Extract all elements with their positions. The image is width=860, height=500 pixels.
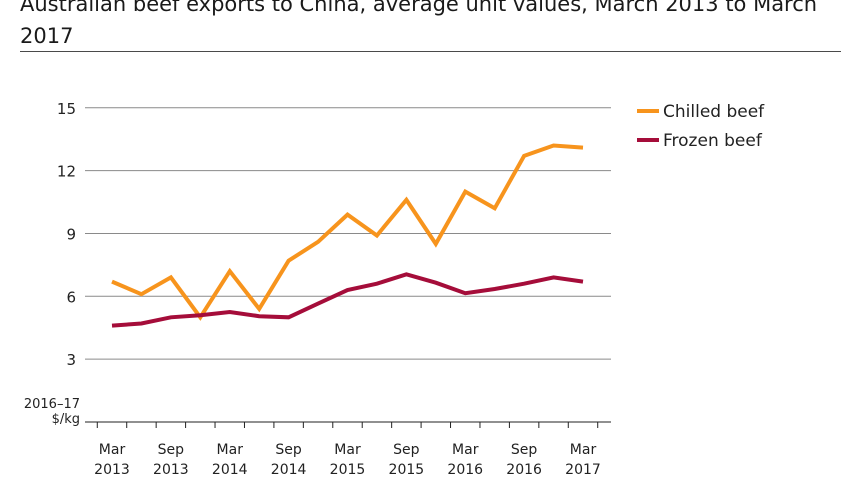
chart-title: Australian beef exports to China, averag… — [20, 0, 818, 48]
x-tick-month: Sep — [393, 442, 420, 458]
series-line-chilled — [111, 143, 584, 321]
x-tick-year: 2016 — [506, 462, 542, 478]
x-tick-year: 2014 — [212, 462, 248, 478]
series-line-frozen — [111, 272, 584, 328]
y-axis-unit-line1: 2016–17 — [24, 397, 80, 412]
y-tick-label: 9 — [66, 225, 76, 243]
x-tick-year: 2016 — [447, 462, 483, 478]
x-tick-year: 2017 — [565, 462, 601, 478]
x-tick-year: 2015 — [330, 462, 366, 478]
x-tick-month: Sep — [158, 442, 185, 458]
legend: Chilled beef Frozen beef — [637, 102, 765, 151]
x-tick-year: 2014 — [271, 462, 307, 478]
series-lines — [111, 143, 584, 328]
tick-labels: 3 6 9 12 15 Mar 2013 Sep 2013 Mar 2014 Sep 2014 Mar 20… — [24, 100, 601, 478]
x-tick-month: Sep — [511, 442, 538, 458]
x-tick-year: 2013 — [94, 462, 130, 478]
x-tick-month: Mar — [99, 442, 126, 458]
y-tick-label: 12 — [57, 163, 76, 181]
y-tick-label: 6 — [66, 288, 76, 306]
y-tick-label: 3 — [66, 351, 76, 369]
x-tick-month: Mar — [217, 442, 244, 458]
x-tick-month: Sep — [275, 442, 302, 458]
x-tick-month: Mar — [334, 442, 361, 458]
title-divider — [20, 51, 841, 52]
legend-label: Chilled beef — [663, 102, 765, 122]
gridlines — [85, 107, 611, 360]
x-axis — [85, 421, 611, 428]
x-tick-month: Mar — [452, 442, 479, 458]
y-axis-unit-line2: $/kg — [52, 412, 80, 427]
x-tick-month: Mar — [570, 442, 597, 458]
legend-label: Frozen beef — [663, 131, 763, 151]
y-tick-label: 15 — [57, 100, 76, 118]
x-tick-year: 2013 — [153, 462, 189, 478]
x-tick-year: 2015 — [389, 462, 425, 478]
